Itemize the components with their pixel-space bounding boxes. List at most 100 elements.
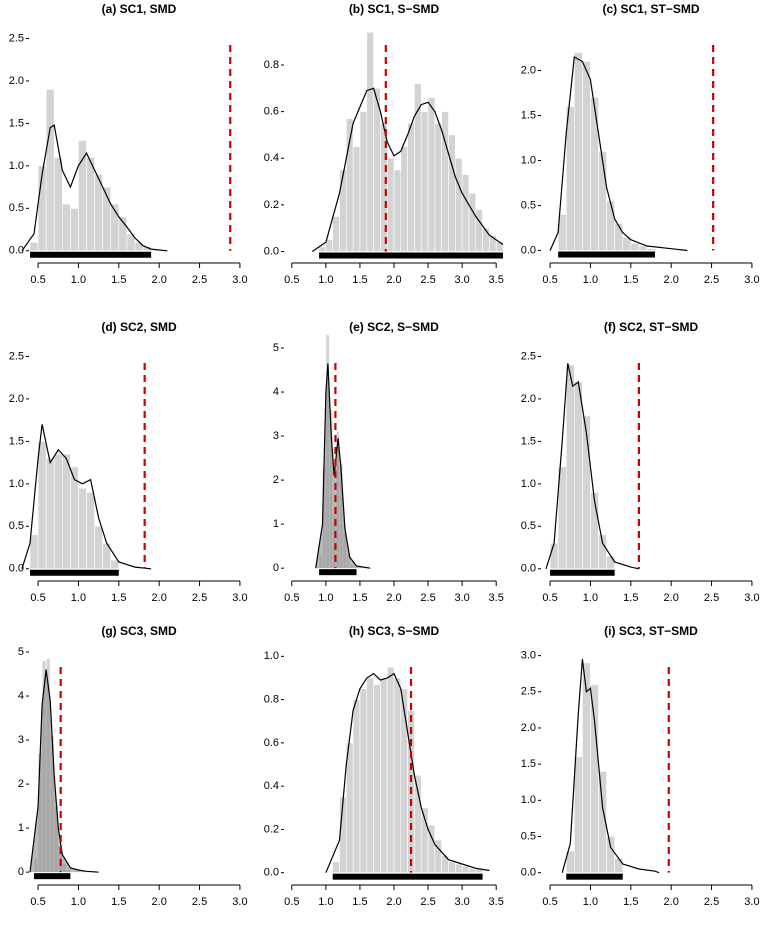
- histogram-bar: [468, 868, 477, 873]
- x-tick-label: 1.5: [623, 896, 638, 908]
- y-tick-label: 0.0: [521, 563, 536, 575]
- histogram-bar: [448, 134, 456, 252]
- histogram-bar: [352, 699, 361, 873]
- x-tick-label: 2.0: [664, 592, 679, 604]
- density-curve: [29, 669, 99, 873]
- histogram-bar: [598, 771, 607, 873]
- rug: [332, 873, 483, 880]
- y-tick-label: 0.8: [264, 59, 279, 71]
- histogram-bar: [646, 248, 656, 251]
- y-tick-label: 1.0: [264, 650, 279, 662]
- y-tick-label: 1.0: [9, 160, 24, 172]
- x-tick-label: 2.0: [386, 592, 401, 604]
- x-tick-label: 1.5: [352, 592, 367, 604]
- histogram-bar: [373, 87, 381, 252]
- histogram-bar: [582, 662, 591, 873]
- y-tick-label: 2.0: [9, 393, 24, 405]
- y-tick-label: 0.5: [521, 199, 536, 211]
- histogram-bar: [400, 146, 408, 252]
- y-tick-label: 1: [18, 822, 24, 834]
- x-tick-label: 1.0: [583, 592, 598, 604]
- x-tick-label: 2.5: [420, 896, 435, 908]
- histogram-bar: [134, 241, 144, 252]
- histogram-bar: [339, 169, 347, 252]
- histogram-bar: [318, 246, 327, 252]
- histogram-bar: [359, 111, 368, 252]
- x-tick-label: 1.0: [318, 274, 333, 286]
- histogram-bar: [94, 526, 103, 570]
- rug: [558, 251, 656, 258]
- x-tick-label: 3.0: [744, 274, 759, 286]
- histogram-bar: [590, 492, 599, 570]
- x-tick-label: 3.5: [489, 274, 504, 286]
- histogram-bar: [427, 97, 436, 252]
- x-tick-label: 0.5: [30, 592, 45, 604]
- y-tick-label: 0.8: [264, 694, 279, 706]
- histogram-bar: [461, 865, 470, 873]
- panel-title: (a) SC1, SMD: [102, 2, 177, 16]
- histogram-bar: [614, 857, 624, 873]
- y-tick-label: 2: [18, 778, 24, 790]
- density-curve: [21, 124, 168, 252]
- histogram-bar: [573, 756, 583, 873]
- rug: [34, 873, 71, 880]
- histogram-bar: [475, 209, 483, 252]
- y-tick-label: 1: [273, 518, 279, 530]
- histogram-bar: [582, 61, 591, 251]
- x-tick-label: 1.0: [318, 592, 333, 604]
- histogram-bar: [598, 534, 607, 570]
- x-tick-label: 2.0: [664, 274, 679, 286]
- histogram-bar: [393, 169, 402, 252]
- y-tick-label: 0.4: [264, 780, 279, 792]
- x-tick-label: 1.0: [71, 274, 86, 286]
- x-tick-label: 2.0: [664, 896, 679, 908]
- panel-title: (i) SC3, ST−SMD: [604, 624, 698, 638]
- histogram-bar: [45, 89, 55, 252]
- panel-title: (c) SC1, ST−SMD: [602, 2, 699, 16]
- y-tick-label: 3.0: [521, 650, 536, 662]
- x-tick-label: 1.5: [352, 274, 367, 286]
- histogram-bar: [373, 684, 381, 873]
- histogram-bar: [70, 466, 79, 570]
- x-tick-label: 1.5: [111, 592, 126, 604]
- x-tick-label: 3.0: [232, 274, 247, 286]
- y-tick-label: 0.5: [521, 830, 536, 842]
- x-tick-label: 3.0: [454, 896, 469, 908]
- panel-title: (h) SC3, S−SMD: [349, 624, 440, 638]
- x-tick-label: 1.5: [111, 274, 126, 286]
- histogram-bar: [573, 52, 583, 251]
- x-tick-label: 2.5: [420, 274, 435, 286]
- histogram-bar: [332, 216, 340, 252]
- x-tick-label: 1.5: [623, 592, 638, 604]
- y-tick-label: 1.5: [521, 435, 536, 447]
- histogram-bar: [573, 381, 583, 570]
- y-tick-label: 0: [18, 866, 24, 878]
- y-tick-label: 2.0: [9, 75, 24, 87]
- rug: [550, 569, 615, 576]
- y-tick-label: 2.5: [521, 686, 536, 698]
- histogram-bar: [565, 364, 575, 570]
- histogram-bar: [366, 32, 374, 252]
- y-tick-label: 1.0: [521, 478, 536, 490]
- y-tick-label: 0.0: [521, 244, 536, 256]
- x-tick-label: 2.0: [152, 274, 167, 286]
- x-tick-label: 2.5: [192, 896, 207, 908]
- histogram-bar: [53, 453, 63, 570]
- x-tick-label: 3.5: [489, 592, 504, 604]
- density-curve: [325, 672, 490, 873]
- histogram-bar: [386, 157, 395, 252]
- x-tick-label: 3.0: [744, 896, 759, 908]
- histogram-bar: [606, 200, 615, 251]
- x-tick-label: 1.0: [583, 274, 598, 286]
- y-tick-label: 0.6: [264, 106, 279, 118]
- y-tick-label: 5: [18, 646, 24, 658]
- y-tick-label: 2: [273, 474, 279, 486]
- y-tick-label: 0.2: [264, 199, 279, 211]
- histogram-bar: [434, 122, 442, 252]
- histogram-bar: [45, 458, 55, 570]
- y-tick-label: 3: [18, 734, 24, 746]
- x-tick-label: 2.0: [386, 274, 401, 286]
- histogram-bar: [638, 245, 648, 251]
- histogram-bar: [70, 208, 79, 252]
- histogram-bar: [332, 861, 340, 873]
